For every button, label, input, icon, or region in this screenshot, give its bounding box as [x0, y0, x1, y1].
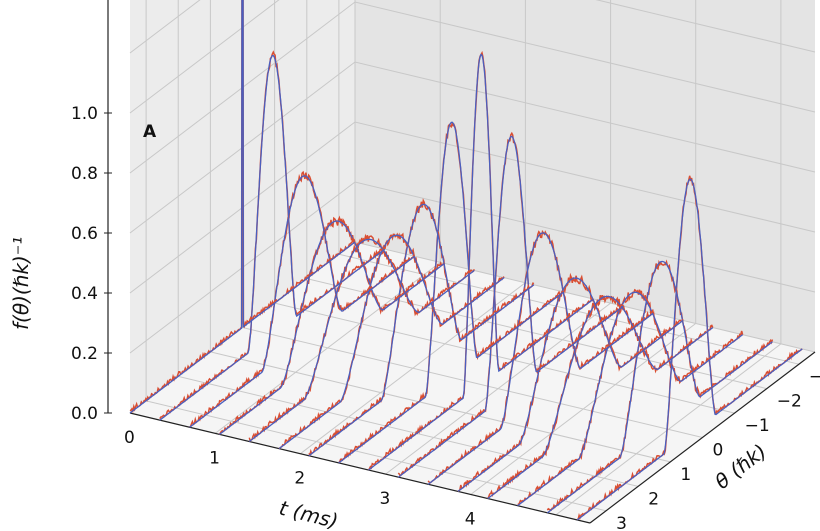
theta-tick-label: 2: [648, 489, 659, 509]
fit-curve-t4.2: [487, 295, 714, 500]
z-tick-label: 0.4: [71, 284, 98, 304]
z-tick-label: 0.8: [71, 164, 98, 184]
fit-curve-t3.5: [427, 232, 654, 485]
z-tick-label: 1.0: [71, 104, 98, 124]
fit-curve-t1.4: [248, 238, 475, 443]
data-curve-t2.45: [338, 122, 564, 464]
fit-curve-t1.75: [278, 234, 505, 450]
theta-axis-line: [589, 351, 816, 524]
fit-curve-t2.1: [308, 203, 535, 457]
t-tick-label: 1: [209, 448, 220, 468]
t-tick-label: 2: [294, 469, 305, 489]
fit-curve-t0.7: [189, 175, 415, 428]
data-curve-t0: [129, 0, 356, 414]
fit-curve-t2.45: [338, 121, 565, 464]
fit-curve-t3.15: [397, 135, 624, 478]
data-curve-t1.75: [278, 232, 505, 450]
theta-tick-label: −2: [777, 392, 802, 412]
panel-label: A: [143, 122, 157, 142]
t-tick-label: 4: [465, 509, 476, 529]
z-tick-label: 0.2: [71, 344, 98, 364]
t-gridline: [555, 0, 782, 516]
theta-tick-label: −1: [745, 416, 770, 436]
z-tick-label: 0.0: [71, 404, 98, 424]
z-axis-label: f(θ)(ℏk)⁻¹: [9, 237, 33, 330]
z-tick-label: 0.6: [71, 224, 98, 244]
t-tick-label: 3: [380, 489, 391, 509]
t-gridline: [470, 0, 697, 495]
fit-curve-t0: [129, 0, 356, 414]
theta-tick-label: 3: [616, 514, 627, 531]
data-curve-t3.85: [457, 272, 684, 492]
x-axis-label: t (ms): [277, 496, 341, 531]
fit-curve-t3.85: [457, 277, 684, 492]
fit-curve-t1.05: [219, 220, 445, 435]
fit-curve-t0.35: [159, 54, 386, 421]
t-tick-label: 5: [550, 530, 561, 531]
fit-curve-t5.25: [576, 178, 803, 521]
t-gridline: [385, 0, 612, 475]
data-curves: [129, 0, 803, 521]
fit-curve-t4.9: [547, 260, 773, 514]
theta-tick-label: 1: [680, 465, 691, 485]
t-tick-label: 0: [124, 428, 135, 448]
theta-tick-label: −3: [809, 367, 820, 387]
t-axis-line: [129, 412, 591, 524]
fit-curve-t4.55: [517, 291, 743, 507]
z-gridline: [129, 0, 816, 114]
fit-curve-t2.8: [368, 53, 594, 471]
theta-tick-label: 0: [713, 441, 724, 461]
tick-labels: 0.0 0.2 0.4 0.6 0.8 1.0 0 1 2 3 4 5 3 2 1 0 −1 −2 −3: [71, 104, 820, 531]
